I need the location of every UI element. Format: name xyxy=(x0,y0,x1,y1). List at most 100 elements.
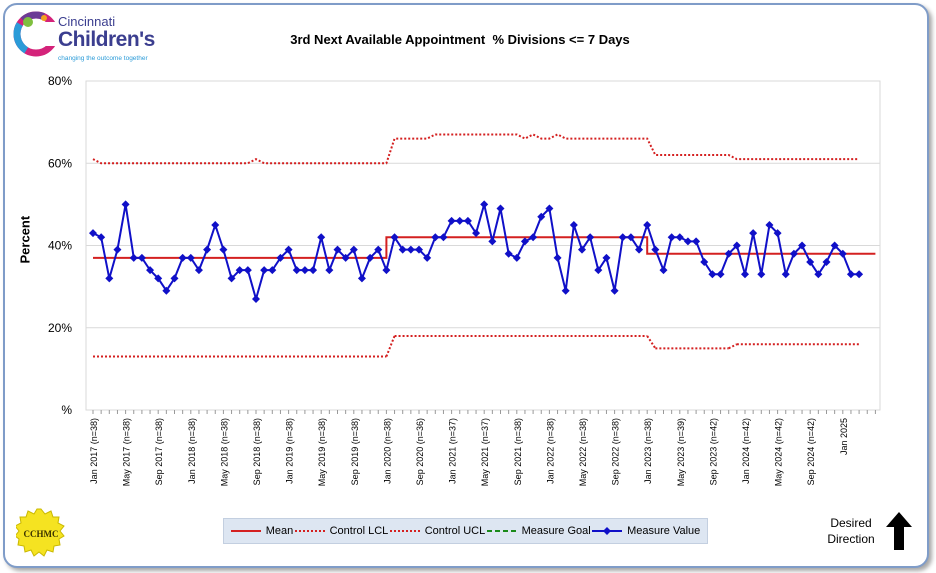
legend-item-measure-value: Measure Value xyxy=(592,525,700,537)
measure-value-point xyxy=(105,274,114,283)
measure-value-point xyxy=(341,253,350,262)
lcl-step xyxy=(728,343,738,350)
x-tick-label: Jan 2020 (n=38) xyxy=(382,418,392,484)
measure-value-point xyxy=(463,216,472,225)
desired-direction-line2: Direction xyxy=(827,532,875,546)
desired-direction-line1: Desired xyxy=(830,516,872,530)
measure-value-point xyxy=(423,253,432,262)
lcl-step xyxy=(385,335,396,357)
measure-value-point xyxy=(325,266,334,275)
measure-value-point xyxy=(643,220,652,229)
seal-text: CCHMC xyxy=(24,529,59,539)
legend-item-control-lcl: Control LCL xyxy=(294,525,389,537)
measure-value-point xyxy=(667,233,676,242)
measure-value-point xyxy=(374,245,383,254)
y-tick-label: 80% xyxy=(48,74,72,88)
x-tick-label: Sep 2024 (n=42) xyxy=(806,418,816,485)
lcl-step xyxy=(646,335,657,349)
measure-value-point xyxy=(235,266,244,275)
x-tick-label: Jan 2025 xyxy=(839,418,849,455)
measure-value-point xyxy=(700,257,709,266)
measure-value-point xyxy=(692,237,701,246)
legend-label-measure-value: Measure Value xyxy=(627,525,701,537)
measure-value-point xyxy=(292,266,301,275)
logo-tagline: changing the outcome together xyxy=(58,55,148,62)
measure-value-point xyxy=(781,270,790,279)
desired-direction-label: Desired Direction xyxy=(812,515,890,547)
x-tick-label: Sep 2019 (n=38) xyxy=(350,418,360,485)
measure-value-point xyxy=(504,249,513,258)
measure-value-point xyxy=(415,245,423,254)
x-tick-label: Jan 2022 (n=38) xyxy=(545,418,555,484)
legend-label-control-lcl: Control LCL xyxy=(329,525,389,537)
measure-value-point xyxy=(480,200,489,209)
measure-value-point xyxy=(382,266,391,275)
cincinnati-childrens-logo: Cincinnati Children's changing the outco… xyxy=(12,8,162,66)
logo-mark-icon xyxy=(13,11,59,57)
measure-value-point xyxy=(227,274,236,283)
measure-value-point xyxy=(846,270,855,279)
measure-value-point xyxy=(520,237,529,246)
measure-value-point xyxy=(724,249,733,258)
measure-value-point xyxy=(252,294,260,303)
measure-value-point xyxy=(472,229,481,238)
measure-value-point xyxy=(602,253,611,262)
measure-value-point xyxy=(741,270,749,279)
y-tick-label: 40% xyxy=(48,239,72,253)
x-tick-label: May 2023 (n=39) xyxy=(676,418,686,486)
measure-value-point xyxy=(333,245,342,254)
x-tick-label: Jan 2024 (n=42) xyxy=(741,418,751,484)
measure-value-point xyxy=(830,241,839,250)
measure-value-point xyxy=(284,245,293,254)
measure-value-point xyxy=(529,233,538,242)
x-tick-label: Sep 2020 (n=36) xyxy=(415,418,425,485)
measure-value-point xyxy=(243,266,252,275)
y-tick-label: 60% xyxy=(48,156,72,170)
measure-value-point xyxy=(626,233,635,242)
measure-value-point xyxy=(512,253,521,262)
measure-value-point xyxy=(586,233,595,242)
cchmc-seal-icon: CCHMC xyxy=(14,508,66,558)
measure-value-point xyxy=(618,233,627,242)
x-tick-label: Sep 2023 (n=42) xyxy=(708,418,718,485)
measure-value-point xyxy=(569,220,578,229)
measure-value-point xyxy=(814,270,823,279)
measure-value-point xyxy=(496,204,505,213)
measure-value-point xyxy=(398,245,407,254)
measure-value-point xyxy=(855,270,864,279)
measure-value-point xyxy=(113,245,122,254)
x-tick-label: May 2018 (n=38) xyxy=(219,418,229,486)
measure-value-point xyxy=(578,245,586,254)
measure-value-point xyxy=(789,249,798,258)
measure-value-point xyxy=(838,249,847,258)
x-tick-label: May 2022 (n=38) xyxy=(578,418,588,486)
measure-value-point xyxy=(276,253,285,262)
measure-value-point xyxy=(651,245,660,254)
x-tick-label: Sep 2017 (n=38) xyxy=(154,418,164,485)
measure-value-point xyxy=(154,274,163,283)
measure-value-point xyxy=(765,220,774,229)
logo-text-line1: Cincinnati xyxy=(58,14,116,29)
x-tick-label: Jan 2021 (n=37) xyxy=(448,418,458,484)
measure-value-point xyxy=(146,266,155,275)
logo-text-line2: Children's xyxy=(58,28,155,51)
measure-value-point xyxy=(390,233,399,242)
x-tick-label: Jan 2019 (n=38) xyxy=(285,418,295,484)
measure-value-point xyxy=(732,241,741,250)
measure-value-point xyxy=(488,237,497,246)
measure-value-point xyxy=(162,286,171,295)
x-tick-label: Sep 2022 (n=38) xyxy=(611,418,621,485)
measure-value-point xyxy=(683,237,692,246)
measure-value-point xyxy=(537,212,546,221)
x-tick-label: Jan 2018 (n=38) xyxy=(187,418,197,484)
y-tick-label: 20% xyxy=(48,321,72,335)
measure-value-point xyxy=(129,253,138,262)
measure-value-point xyxy=(439,233,448,242)
measure-value-point xyxy=(170,274,179,283)
x-tick-label: Sep 2021 (n=38) xyxy=(513,418,523,485)
legend-item-measure-goal: Measure Goal xyxy=(486,525,591,537)
measure-value-point xyxy=(366,253,375,262)
measure-value-point xyxy=(203,245,212,254)
x-tick-label: May 2017 (n=38) xyxy=(122,418,132,486)
measure-value-point xyxy=(455,216,464,225)
